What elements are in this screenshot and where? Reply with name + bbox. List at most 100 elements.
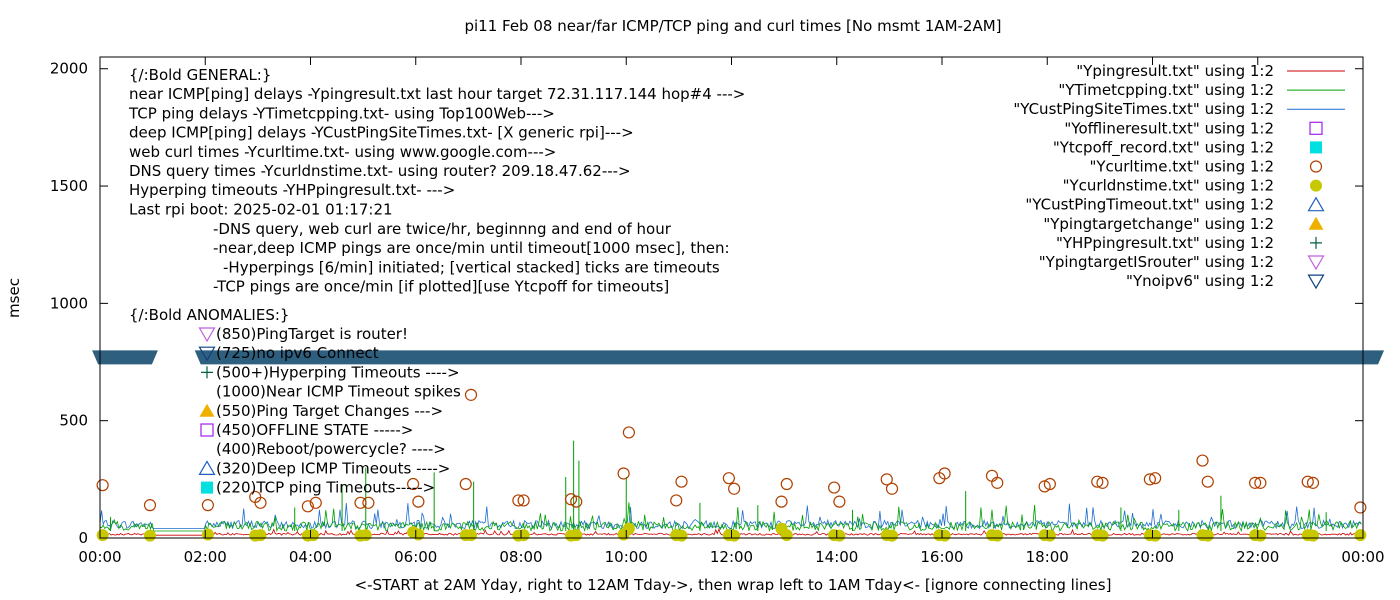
legend-label: "YCustPingTimeout.txt" using 1:2 bbox=[1025, 196, 1274, 214]
curl-point bbox=[880, 473, 893, 486]
dns-point bbox=[465, 529, 478, 542]
anomaly-line: (850)PingTarget is router! bbox=[216, 325, 408, 343]
dns-point bbox=[1149, 529, 1162, 542]
y-tick-label: 1500 bbox=[50, 177, 88, 195]
legend-label: "Ytcpoff_record.txt" using 1:2 bbox=[1053, 138, 1274, 157]
curl-point bbox=[675, 475, 688, 488]
legend-label: "YpingtargetISrouter" using 1:2 bbox=[1039, 253, 1274, 271]
dns-point bbox=[1254, 529, 1267, 542]
x-axis: 00:00 02:00 04:00 06:00 08:00 10:00 12:00 14:00… bbox=[78, 57, 1385, 566]
curl-point bbox=[407, 477, 420, 491]
curl-point bbox=[780, 477, 793, 491]
curl-point bbox=[459, 477, 472, 491]
curl-point bbox=[354, 496, 367, 509]
anomaly-line: (320)Deep ICMP Timeouts ----> bbox=[216, 459, 450, 477]
legend-swatch bbox=[1310, 141, 1322, 154]
x-tick-label: 00:00 bbox=[1341, 548, 1384, 566]
curl-point bbox=[728, 482, 741, 495]
curl-point bbox=[301, 500, 314, 513]
legend-label: "Ycurldnstime.txt" using 1:2 bbox=[1063, 177, 1274, 195]
anomaly-line: (500+)Hyperping Timeouts ----> bbox=[216, 363, 460, 381]
anomaly-marker bbox=[201, 481, 213, 494]
y-axis: 0 500 1000 1500 2000 bbox=[50, 60, 1363, 547]
legend-swatch bbox=[1309, 121, 1323, 135]
note-line: -near,deep ICMP pings are once/min until… bbox=[213, 239, 730, 257]
anomaly-marker bbox=[198, 460, 216, 475]
info-line: Hyperping timeouts -YHPpingresult.txt- -… bbox=[129, 181, 455, 199]
dns-point bbox=[991, 529, 1004, 542]
anomaly-line: (450)OFFLINE STATE -----> bbox=[216, 421, 413, 439]
curl-point bbox=[991, 476, 1004, 489]
curl-point bbox=[362, 496, 375, 509]
info-line: web curl times -Ycurltime.txt- using www… bbox=[129, 143, 556, 161]
noipv6-band bbox=[92, 350, 1385, 365]
curl-point bbox=[1196, 454, 1209, 467]
legend-swatch bbox=[1310, 236, 1322, 249]
x-tick-label: 02:00 bbox=[184, 548, 227, 566]
x-tick-label: 22:00 bbox=[1236, 548, 1279, 566]
legend-swatch bbox=[1310, 179, 1322, 192]
dns-point bbox=[143, 529, 156, 542]
curl-point bbox=[622, 426, 635, 439]
info-line: {/:Bold GENERAL:} bbox=[129, 66, 271, 84]
anomaly-marker bbox=[199, 403, 215, 417]
anomaly-line: (725)no ipv6 Connect bbox=[216, 344, 379, 362]
curl-point bbox=[885, 482, 899, 495]
dns-point bbox=[1201, 529, 1214, 542]
curl-point bbox=[1249, 476, 1262, 489]
dns-point bbox=[622, 522, 635, 535]
curl-point bbox=[833, 495, 846, 508]
curl-point bbox=[564, 493, 578, 506]
anomalies: {/:Bold ANOMALIES:}(850)PingTarget is ro… bbox=[129, 306, 461, 497]
curl-point bbox=[670, 494, 683, 507]
legend-label: "Ycurltime.txt" using 1:2 bbox=[1089, 158, 1274, 176]
x-axis-label: <-START at 2AM Yday, right to 12AM Tday-… bbox=[355, 576, 1112, 594]
curl-point bbox=[412, 495, 425, 508]
dns-point bbox=[938, 529, 951, 542]
legend-label: "YCustPingSiteTimes.txt" using 1:2 bbox=[1013, 100, 1274, 118]
x-tick-label: 00:00 bbox=[78, 548, 121, 566]
legend-swatch bbox=[1307, 274, 1325, 290]
curl-point bbox=[617, 467, 630, 480]
legend-label: "Ypingresult.txt" using 1:2 bbox=[1076, 62, 1274, 80]
legend-label: "Ypingtargetchange" using 1:2 bbox=[1043, 215, 1274, 233]
curl-point bbox=[1306, 476, 1320, 489]
dns-point bbox=[570, 529, 583, 542]
legend-label: "Yofflineresult.txt" using 1:2 bbox=[1064, 119, 1274, 137]
dns-point bbox=[1354, 529, 1367, 542]
dns-point bbox=[359, 529, 372, 542]
legend-swatch bbox=[1307, 196, 1325, 212]
curl-point bbox=[96, 479, 109, 492]
curl-point bbox=[512, 494, 525, 507]
x-tick-label: 12:00 bbox=[710, 548, 753, 566]
curl-point bbox=[1201, 475, 1214, 488]
anomaly-marker bbox=[198, 346, 216, 362]
curl-point bbox=[1038, 480, 1051, 493]
info-line: TCP ping delays -YTimetcpping.txt- using… bbox=[128, 104, 555, 122]
legend-swatch bbox=[1307, 255, 1325, 271]
anomaly-marker bbox=[198, 327, 216, 343]
curl-point bbox=[309, 496, 322, 509]
info-line: Last rpi boot: 2025-02-01 01:17:21 bbox=[129, 200, 393, 218]
y-axis-label: msec bbox=[5, 278, 23, 318]
legend: "Ypingresult.txt" using 1:2"YTimetcpping… bbox=[1013, 62, 1345, 290]
legend-label: "YTimetcpping.txt" using 1:2 bbox=[1058, 81, 1274, 99]
curl-point bbox=[1301, 475, 1314, 488]
x-tick-label: 06:00 bbox=[394, 548, 437, 566]
dns-point bbox=[886, 529, 899, 542]
curl-point bbox=[201, 499, 214, 512]
anomaly-line: (220)TCP ping Timeouts-----> bbox=[216, 479, 435, 497]
curl-point bbox=[464, 388, 478, 401]
tcp-ping-series bbox=[99, 502, 1362, 533]
legend-label: "YHPpingresult.txt" using 1:2 bbox=[1056, 234, 1274, 252]
curl-point bbox=[1354, 501, 1367, 514]
x-tick-label: 10:00 bbox=[605, 548, 648, 566]
dns-point bbox=[1096, 529, 1109, 542]
dns-point bbox=[201, 528, 214, 541]
y-tick-label: 2000 bbox=[50, 60, 88, 78]
y-tick-label: 500 bbox=[59, 412, 88, 430]
dns-point bbox=[1307, 529, 1320, 542]
legend-swatch bbox=[1308, 216, 1324, 230]
curl-point bbox=[722, 472, 735, 485]
